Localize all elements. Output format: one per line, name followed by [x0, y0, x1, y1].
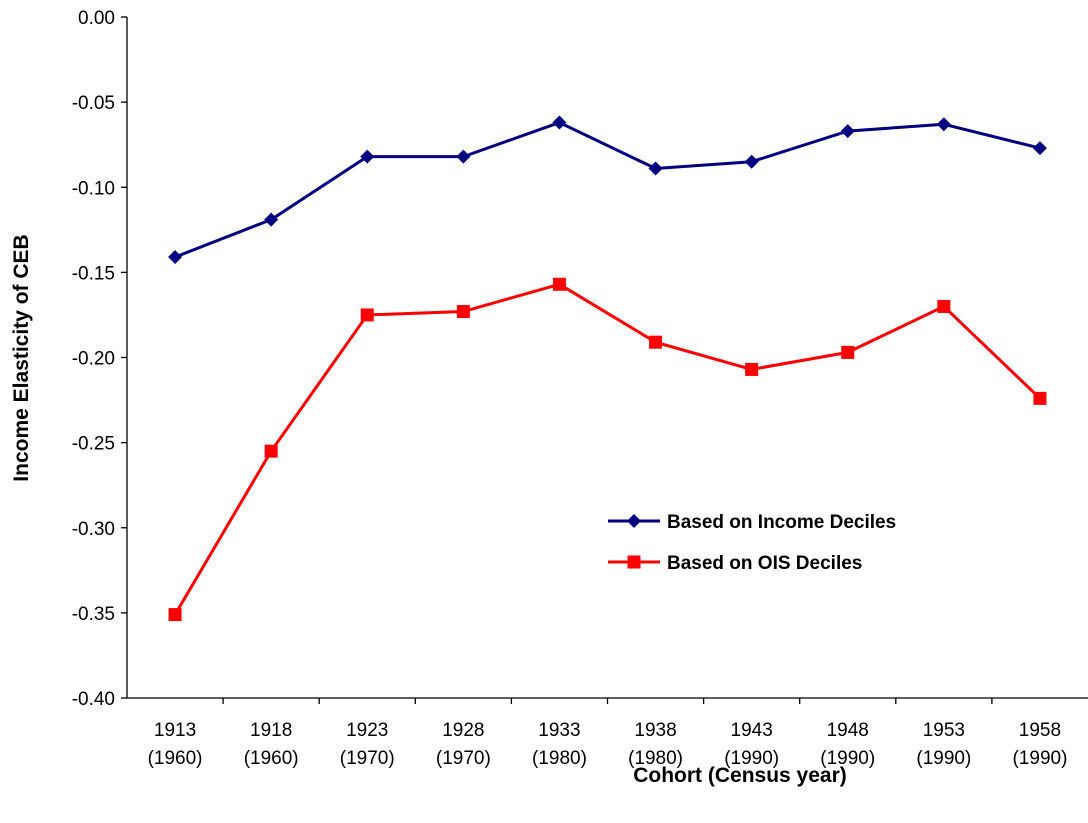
x-tick-label-line: 1933 [538, 720, 580, 741]
x-tick-label-line: (1990) [820, 748, 875, 769]
x-tick-label-line: 1913 [154, 720, 196, 741]
y-tick-label: -0.35 [72, 604, 115, 625]
series-line [173, 282, 1041, 616]
x-tick-label: 1938 (1980) [628, 720, 683, 769]
point [841, 345, 855, 359]
y-tick-label: -0.20 [72, 349, 115, 370]
x-tick-label: 1958 (1990) [1012, 720, 1067, 769]
point [264, 212, 279, 227]
point [168, 608, 182, 622]
x-tick-label-line: 1923 [346, 720, 388, 741]
point [745, 362, 759, 376]
x-tick-label: 1943 (1990) [724, 720, 779, 769]
y-tick-label: -0.10 [72, 178, 115, 199]
point [264, 444, 278, 458]
y-tick-label: -0.40 [72, 689, 115, 710]
point [456, 305, 470, 319]
x-tick-label: 1948 (1990) [820, 720, 875, 769]
x-tick-label-line: (1970) [340, 748, 395, 769]
point [936, 117, 951, 132]
point [552, 277, 566, 291]
x-tick-label: 1913 (1960) [148, 720, 203, 769]
series-line [174, 120, 1041, 259]
point [360, 149, 375, 164]
point [649, 335, 663, 349]
point [168, 250, 183, 265]
x-tick-label-line: 1928 [442, 720, 484, 741]
x-tick-label-line: (1990) [1012, 748, 1067, 769]
x-tick-label-line: (1960) [148, 748, 203, 769]
x-tick-label-line: (1980) [532, 748, 587, 769]
y-tick-label: -0.25 [72, 434, 115, 455]
legend-label: Based on OIS Deciles [667, 553, 862, 574]
legend: Based on Income Deciles Based on OIS Deci… [608, 512, 896, 574]
x-tick-label-line: 1943 [731, 720, 773, 741]
x-tick-label: 1953 (1990) [916, 720, 971, 769]
point [360, 308, 374, 322]
y-tick-label: -0.30 [72, 519, 115, 540]
x-tick-label: 1918 (1960) [244, 720, 299, 769]
x-tick-label-line: (1990) [724, 748, 779, 769]
y-tick-label: -0.05 [72, 93, 115, 114]
point [627, 514, 641, 528]
y-axis-title: Income Elasticity of CEB [10, 234, 33, 481]
point [1033, 391, 1047, 405]
x-tick-label: 1933 (1980) [532, 720, 587, 769]
point [1032, 141, 1047, 156]
y-tick-label: 0.00 [78, 8, 115, 29]
x-tick-label-line: (1960) [244, 748, 299, 769]
x-axis-title: Cohort (Census year) [633, 764, 847, 787]
point [552, 115, 567, 130]
x-tick-label-line: (1990) [916, 748, 971, 769]
x-tick-label-line: 1918 [250, 720, 292, 741]
x-tick-label-line: 1958 [1019, 720, 1061, 741]
point [648, 161, 663, 176]
x-tick-label-line: 1953 [923, 720, 965, 741]
x-tick-label-line: 1938 [634, 720, 676, 741]
x-tick-label: 1923 (1970) [340, 720, 395, 769]
point [937, 299, 951, 313]
x-tick-label: 1928 (1970) [436, 720, 491, 769]
y-tick-label: -0.15 [72, 263, 115, 284]
point [744, 154, 759, 169]
x-tick-label-line: (1980) [628, 748, 683, 769]
point [627, 555, 641, 569]
x-tick-label-line: (1970) [436, 748, 491, 769]
x-tick-label-line: 1948 [827, 720, 869, 741]
point [456, 149, 471, 164]
legend-label: Based on Income Deciles [667, 512, 896, 533]
point [840, 124, 855, 139]
